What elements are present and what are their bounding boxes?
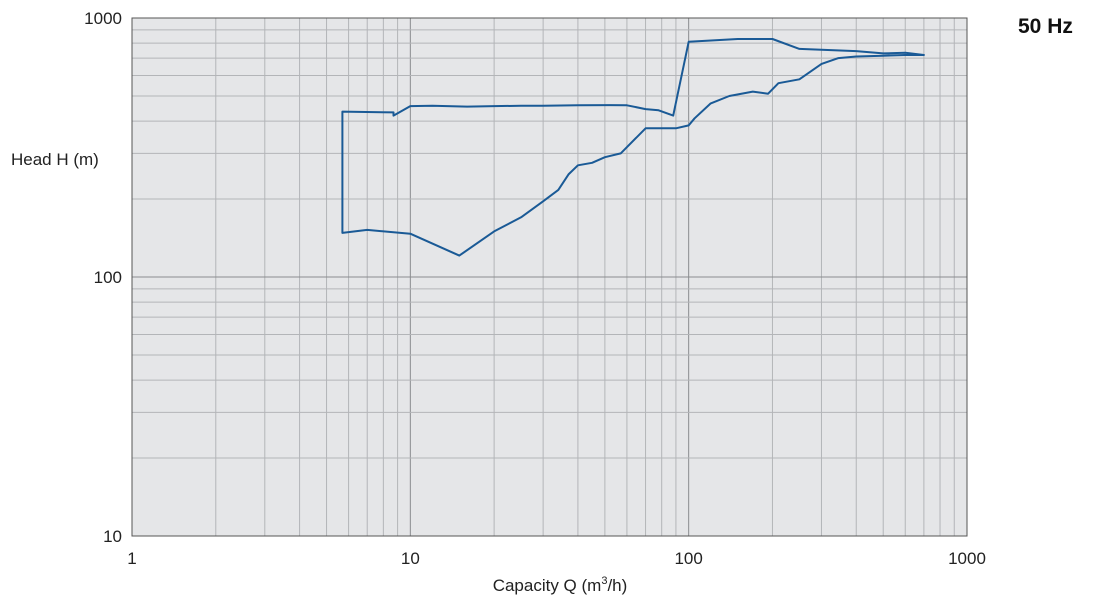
y-tick-label: 100: [94, 268, 122, 287]
plot-frame: [131, 17, 968, 537]
x-axis-title-suffix: /h): [607, 576, 627, 595]
x-axis-title: Capacity Q (m3/h): [493, 575, 628, 595]
frequency-label: 50 Hz: [1018, 15, 1073, 38]
y-tick-label: 1000: [84, 9, 122, 28]
x-axis-title-main: Capacity Q (m: [493, 576, 602, 595]
y-axis-title: Head H (m): [11, 150, 99, 169]
series-line: [341, 38, 925, 257]
x-tick-labels: 1 10 100 1000: [127, 549, 986, 568]
x-axis-title-superscript: 3: [601, 575, 607, 587]
x-tick-label: 10: [401, 549, 420, 568]
grid-lines: [132, 18, 967, 536]
x-tick-label: 100: [674, 549, 702, 568]
y-tick-labels: 10 100 1000: [84, 9, 122, 546]
y-tick-label: 10: [103, 527, 122, 546]
x-tick-label: 1: [127, 549, 136, 568]
x-tick-label: 1000: [948, 549, 986, 568]
